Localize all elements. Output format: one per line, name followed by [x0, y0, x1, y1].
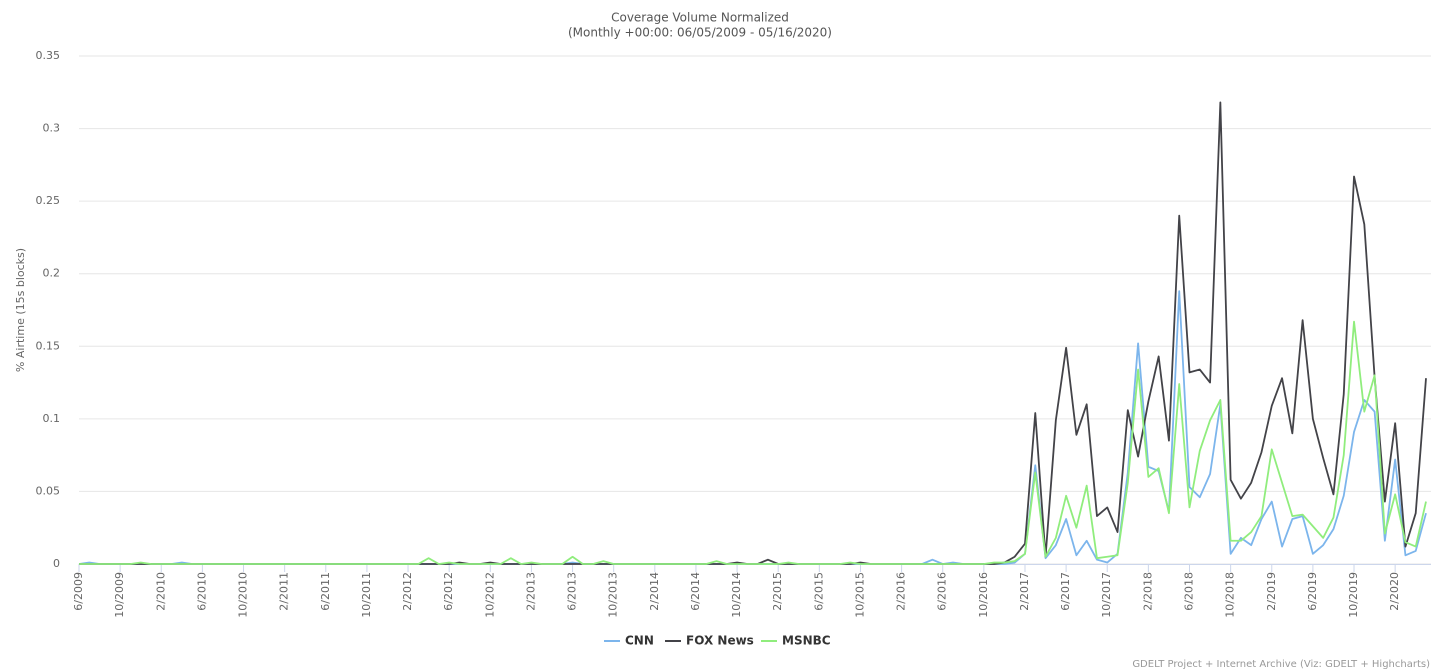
series-line — [78, 290, 1427, 565]
x-tick-label: 2/2018 — [1141, 572, 1154, 611]
y-axis-label: % Airtime (15s blocks) — [14, 248, 27, 372]
y-tick-label: 0.3 — [43, 122, 61, 135]
x-tick-label: 10/2017 — [1100, 572, 1113, 618]
x-tick-label: 6/2015 — [812, 572, 825, 611]
x-tick-label: 2/2014 — [648, 572, 661, 611]
x-tick-label: 6/2012 — [442, 572, 455, 611]
series-line — [79, 320, 1427, 565]
chart-title: Coverage Volume Normalized — [611, 11, 789, 25]
x-tick-label: 10/2016 — [977, 572, 990, 618]
x-tick-label: 2/2019 — [1265, 572, 1278, 611]
x-tick-label: 10/2012 — [483, 572, 496, 618]
x-tick-label: 10/2010 — [237, 572, 250, 618]
chart-subtitle: (Monthly +00:00: 06/05/2009 - 05/16/2020… — [568, 26, 832, 40]
x-tick-label: 10/2013 — [607, 572, 620, 618]
x-tick-label: 2/2010 — [154, 572, 167, 611]
x-tick-label: 10/2015 — [853, 572, 866, 618]
x-tick-label: 2/2012 — [401, 572, 414, 611]
y-tick-label: 0.05 — [36, 484, 61, 497]
x-tick-label: 6/2013 — [566, 572, 579, 611]
series-line — [79, 101, 1427, 565]
y-tick-label: 0.15 — [36, 339, 61, 352]
x-tick-label: 6/2014 — [689, 572, 702, 611]
x-tick-label: 10/2009 — [113, 572, 126, 618]
x-tick-label: 2/2013 — [524, 572, 537, 611]
x-tick-label: 2/2017 — [1018, 572, 1031, 611]
credit: GDELT Project + Internet Archive (Viz: G… — [1132, 659, 1430, 670]
y-tick-label: 0.25 — [36, 194, 61, 207]
x-tick-label: 2/2015 — [771, 572, 784, 611]
x-tick-label: 10/2018 — [1224, 572, 1237, 618]
x-tick-label: 10/2011 — [360, 572, 373, 618]
x-tick-label: 6/2011 — [319, 572, 332, 611]
x-tick-label: 6/2010 — [195, 572, 208, 611]
y-tick-label: 0.35 — [36, 49, 61, 62]
x-tick-label: 6/2016 — [936, 572, 949, 611]
legend-label: CNN — [625, 634, 654, 648]
y-tick-label: 0.2 — [43, 267, 61, 280]
x-tick-label: 2/2020 — [1388, 572, 1401, 611]
x-tick-label: 6/2019 — [1306, 572, 1319, 611]
x-tick-label: 2/2016 — [895, 572, 908, 611]
x-tick-label: 6/2018 — [1183, 572, 1196, 611]
x-tick-label: 6/2017 — [1059, 572, 1072, 611]
y-tick-label: 0 — [53, 557, 60, 570]
y-tick-label: 0.1 — [43, 412, 61, 425]
x-tick-label: 10/2019 — [1347, 572, 1360, 618]
x-tick-label: 10/2014 — [730, 572, 743, 618]
legend-label: FOX News — [686, 634, 754, 648]
x-tick-label: 2/2011 — [278, 572, 291, 611]
x-tick-label: 6/2009 — [72, 572, 85, 611]
legend-label: MSNBC — [782, 634, 831, 648]
